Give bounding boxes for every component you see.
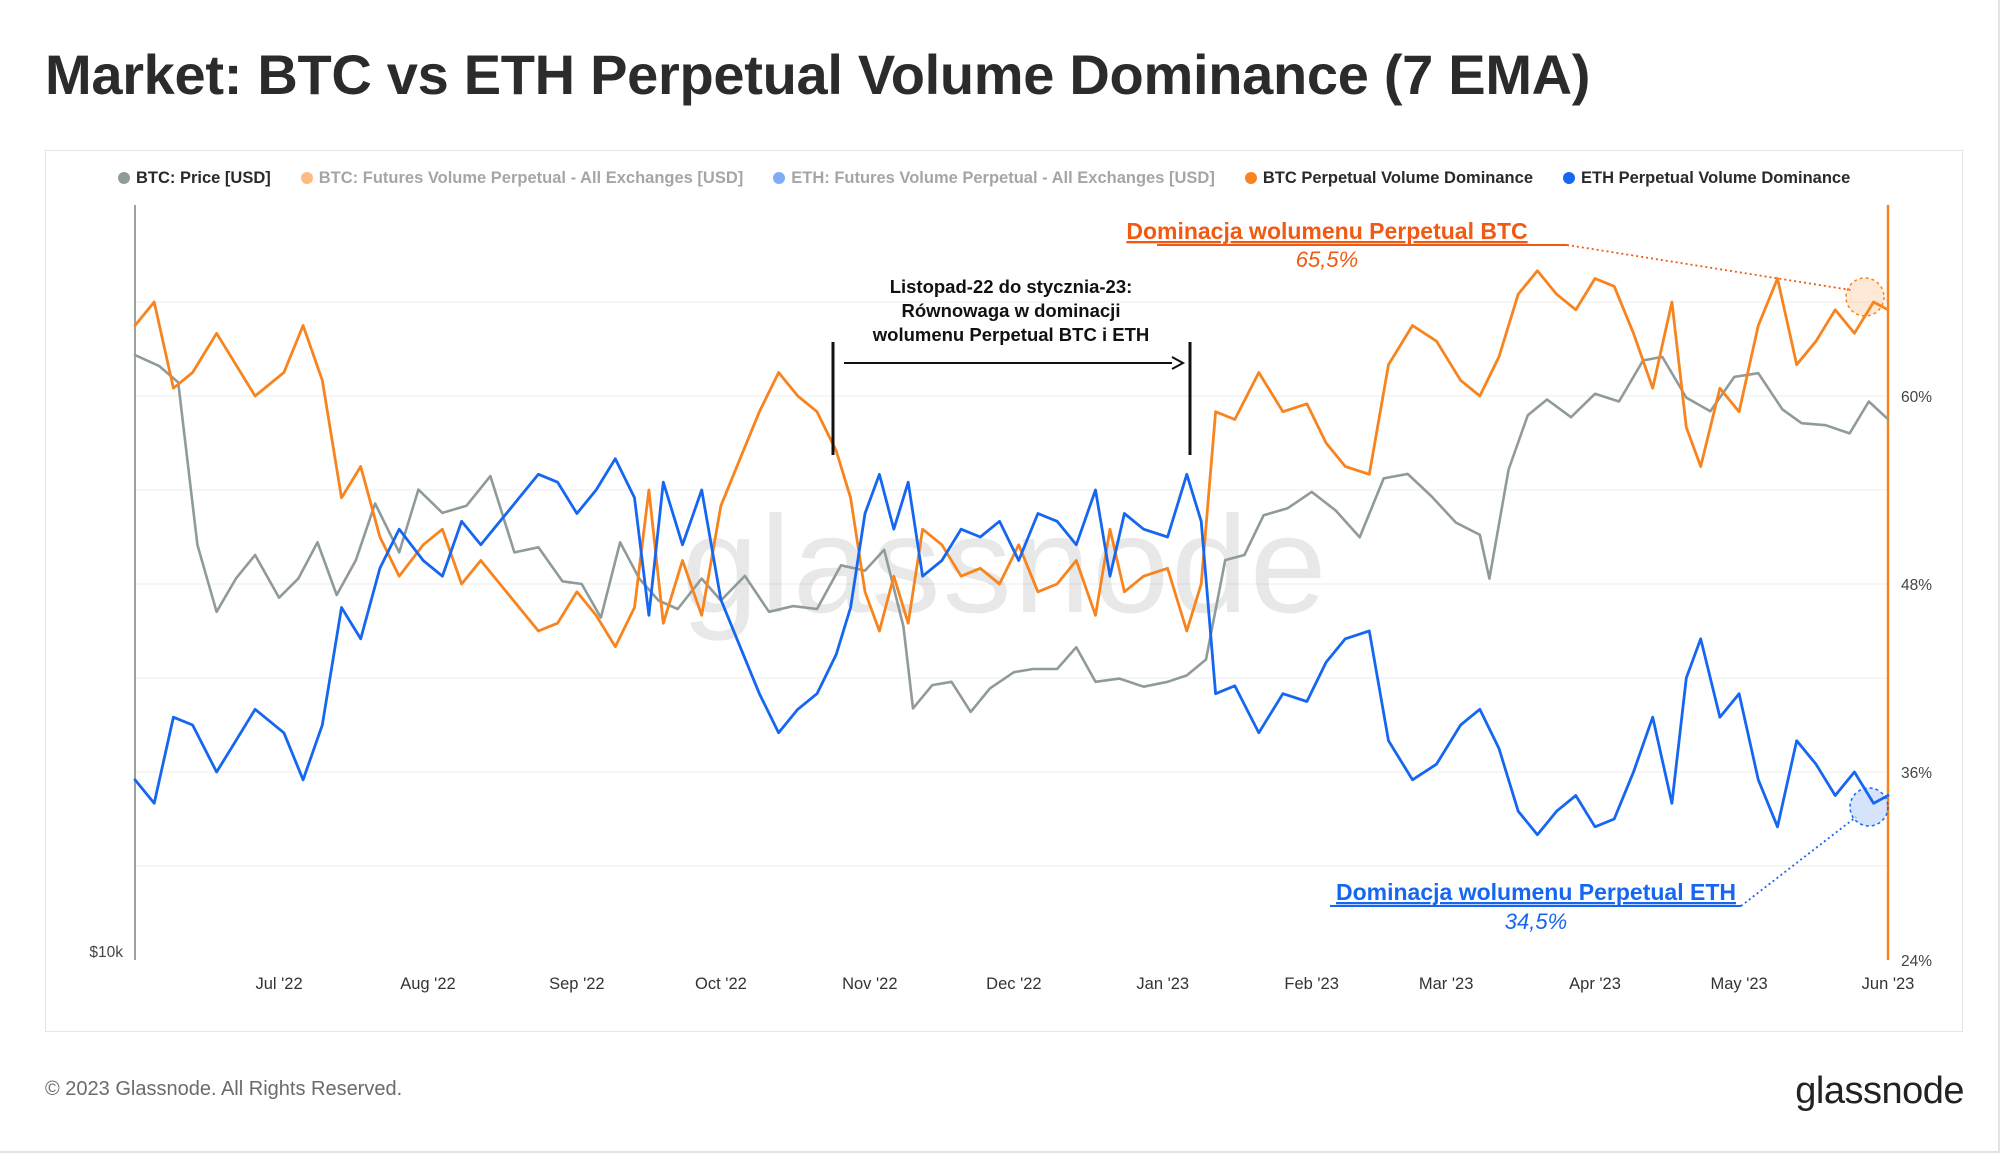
x-tick-label: Apr '23 (1569, 975, 1621, 993)
copyright-footer: © 2023 Glassnode. All Rights Reserved. (45, 1078, 403, 1100)
x-tick-label: Sep '22 (549, 975, 604, 993)
x-tick-label: Nov '22 (842, 975, 897, 993)
legend-label: BTC: Price [USD] (136, 168, 271, 187)
btc-dominance-line (133, 269, 1890, 649)
page-title: Market: BTC vs ETH Perpetual Volume Domi… (45, 43, 1591, 106)
legend-item-0[interactable]: BTC: Price [USD] (118, 169, 271, 188)
eth-highlight-circle (1849, 787, 1889, 827)
legend-dot (1563, 172, 1575, 184)
x-tick-label: Dec '22 (986, 975, 1041, 993)
right-tick-label: 60% (1901, 389, 1932, 406)
legend-label: BTC: Futures Volume Perpetual - All Exch… (318, 168, 744, 187)
series-layer (133, 269, 1890, 837)
left-tick-label: $10k (89, 944, 123, 961)
right-tick-label: 24% (1901, 953, 1932, 970)
legend-dot (773, 172, 786, 184)
chart-legend: BTC: Price [USD] BTC: Futures Volume Perp… (118, 167, 1880, 189)
legend-item-1[interactable]: BTC: Futures Volume Perpetual - All Exch… (300, 168, 744, 188)
eth-dominance-line (133, 457, 1890, 837)
legend-item-4[interactable]: ETH Perpetual Volume Dominance (1563, 169, 1850, 188)
glassnode-logo: glassnode (1795, 1070, 1964, 1112)
legend-label: ETH: Futures Volume Perpetual - All Exch… (791, 168, 1215, 187)
axes-layer: 24% 36% 48% 60% $10k Jul '22 Aug '22 Sep '22 Oct… (89, 205, 1932, 993)
btc-annotation-value: 65,5% (1296, 247, 1358, 272)
x-tick-label: Jun '23 (1862, 975, 1915, 993)
x-tick-label: Feb '23 (1284, 975, 1339, 993)
eth-annotation-title: Dominacja wolumenu Perpetual ETH (1336, 879, 1736, 905)
grid-layer (135, 301, 1888, 867)
range-arrow-head (1171, 356, 1186, 370)
x-tick-label: Jan '23 (1136, 975, 1189, 993)
right-tick-label: 48% (1901, 577, 1932, 594)
x-tick-label: Aug '22 (400, 975, 455, 993)
btc-price-line (133, 353, 1890, 714)
x-tick-label: Mar '23 (1419, 975, 1474, 993)
annotation-layer: Listopad-22 do stycznia-23: Równowaga w … (831, 218, 1889, 934)
btc-highlight-circle (1845, 277, 1885, 317)
eth-annotation-leader (1740, 816, 1857, 907)
watermark: glassnode (681, 488, 1328, 642)
legend-dot (300, 172, 313, 184)
legend-dot (1244, 172, 1257, 184)
legend-label: ETH Perpetual Volume Dominance (1581, 168, 1851, 187)
x-tick-label: May '23 (1710, 975, 1767, 993)
btc-annotation-title: Dominacja wolumenu Perpetual BTC (1126, 218, 1527, 244)
eth-annotation-value: 34,5% (1505, 909, 1567, 934)
legend-label: BTC Perpetual Volume Dominance (1262, 168, 1533, 187)
chart-panel (45, 150, 1963, 1032)
range-note-line-2: Równowaga w dominacji (902, 300, 1121, 321)
x-tick-label: Jul '22 (255, 975, 302, 993)
legend-item-2[interactable]: ETH: Futures Volume Perpetual - All Exch… (773, 169, 1215, 188)
legend-item-3[interactable]: BTC Perpetual Volume Dominance (1244, 168, 1533, 188)
range-note-line-3: wolumenu Perpetual BTC i ETH (872, 324, 1150, 345)
x-tick-label: Oct '22 (695, 975, 747, 993)
legend-dot (118, 172, 130, 184)
range-note-line-1: Listopad-22 do stycznia-23: (890, 276, 1133, 297)
right-tick-label: 36% (1901, 765, 1932, 782)
